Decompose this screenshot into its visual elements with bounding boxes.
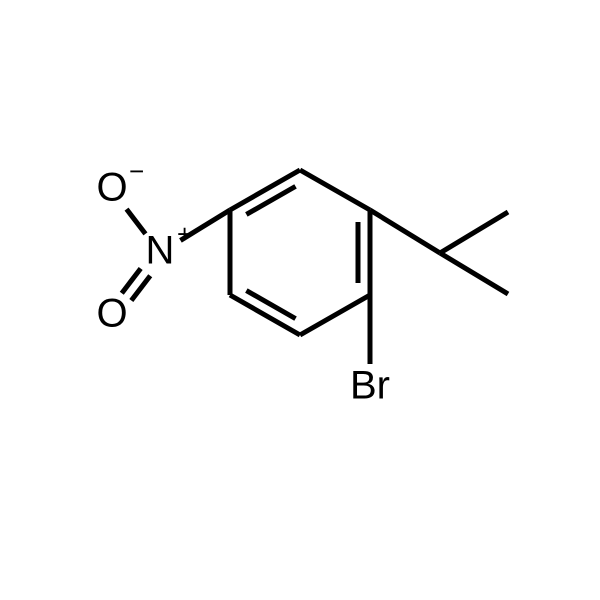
atom-charge-N: + [177, 219, 192, 249]
atom-label-Br: Br [350, 364, 390, 408]
atom-label-O2: O [96, 292, 127, 336]
atom-label-N: N [146, 229, 175, 273]
bond [127, 209, 146, 234]
bond [370, 210, 440, 253]
bond [246, 291, 295, 319]
bonds-layer [122, 170, 508, 364]
atom-label-O1: O [96, 166, 127, 210]
bond [300, 170, 370, 210]
bond [300, 295, 370, 335]
bond [440, 253, 508, 294]
bond [440, 212, 508, 253]
molecule-diagram: N+O−OBr [0, 0, 600, 600]
atom-charge-O1: − [129, 156, 144, 186]
bond [246, 186, 295, 214]
